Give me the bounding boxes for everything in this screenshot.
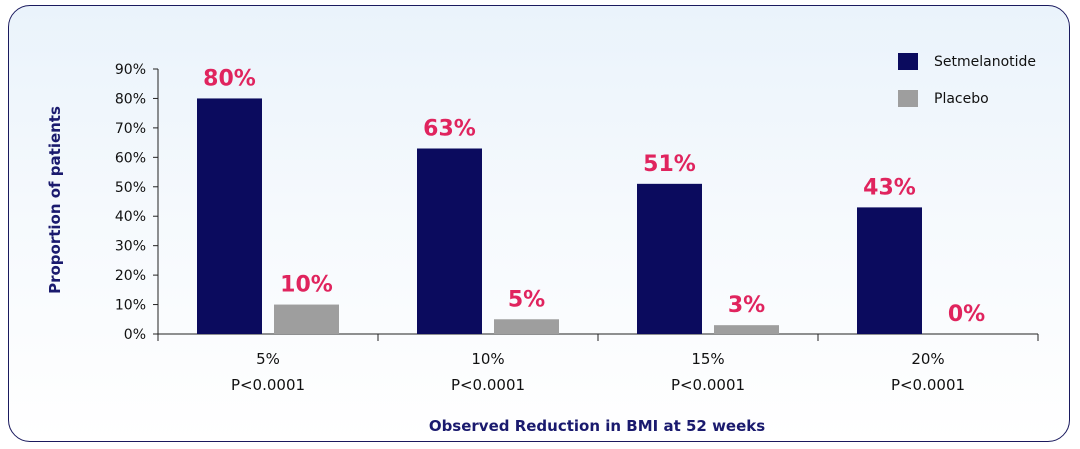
x-category-label: 10% [471,350,504,368]
data-label-setmelanotide: 43% [863,175,916,200]
y-tick-label: 30% [115,239,146,255]
data-label-setmelanotide: 63% [423,117,476,142]
legend-swatch-placebo [898,90,918,107]
legend-swatch-setmelanotide [898,53,918,70]
data-label-placebo: 3% [728,293,765,318]
bar-setmelanotide [637,183,702,334]
y-axis-title: Proportion of patients [46,106,64,294]
data-label-placebo: 10% [280,273,333,298]
x-axis-title: Observed Reduction in BMI at 52 weeks [429,417,765,435]
x-axis-categories: 5% P<0.0001 10% P<0.0001 15% P<0.0001 20% P<0.0… [157,334,1039,394]
data-label-placebo: 5% [508,287,545,312]
y-tick-label: 70% [115,121,146,137]
x-category-label: 20% [911,350,944,368]
p-value-label: P<0.0001 [451,376,525,394]
bar-placebo [714,325,779,334]
p-value-label: P<0.0001 [891,376,965,394]
p-value-label: P<0.0001 [671,376,745,394]
y-tick-label: 20% [115,268,146,284]
y-tick-label: 60% [115,150,146,166]
chart-legend: Setmelanotide Placebo [898,53,1036,107]
y-tick-label: 90% [115,62,146,78]
legend-label-placebo: Placebo [934,91,989,107]
bar-setmelanotide [197,98,262,334]
y-tick-label: 0% [124,327,146,343]
bar-setmelanotide [417,148,482,334]
bar-placebo [274,304,339,334]
chart-bars [197,98,922,334]
p-value-label: P<0.0001 [231,376,305,394]
legend-label-setmelanotide: Setmelanotide [934,54,1036,70]
y-tick-label: 80% [115,91,146,107]
data-label-setmelanotide: 51% [643,152,696,177]
data-labels: 80% 10% 63% 5% 51% 3% 43% 0% [203,66,985,327]
y-tick-label: 50% [115,180,146,196]
bar-placebo [494,319,559,334]
y-tick-label: 10% [115,298,146,314]
y-axis-ticks: 0% 10% 20% 30% 40% 50% 60% 70% 80% 90% [115,62,158,343]
data-label-placebo: 0% [948,302,985,327]
y-tick-label: 40% [115,209,146,225]
x-category-label: 15% [691,350,724,368]
data-label-setmelanotide: 80% [203,66,256,91]
x-category-label: 5% [256,350,280,368]
bar-setmelanotide [857,207,922,334]
